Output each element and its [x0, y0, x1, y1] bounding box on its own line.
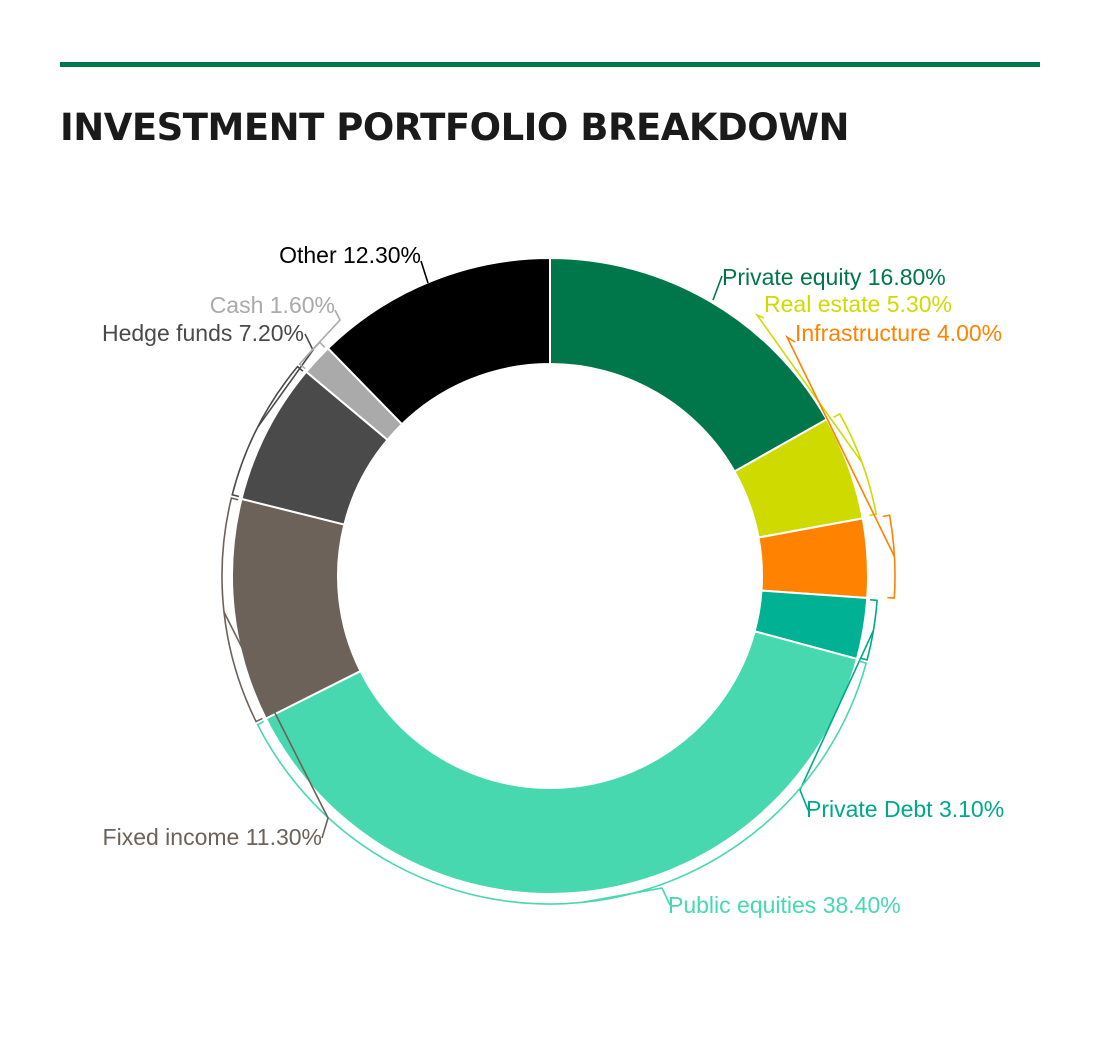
leader-infrastructure: [785, 334, 896, 557]
label-fixed-income: Fixed income 11.30%: [103, 824, 322, 850]
leader-fixed-income: [223, 611, 329, 839]
label-private-equity: Private equity 16.80%: [722, 264, 946, 290]
label-cash: Cash 1.60%: [210, 292, 335, 318]
label-real-estate: Real estate 5.30%: [764, 291, 952, 317]
label-public-equities: Public equities 38.40%: [668, 892, 901, 918]
label-hedge-funds: Hedge funds 7.20%: [102, 320, 304, 346]
slice-public-equities: [264, 630, 859, 895]
leader-public-equities: [582, 887, 671, 906]
leader-cash: [308, 309, 341, 354]
page-title: INVESTMENT PORTFOLIO BREAKDOWN: [60, 106, 849, 149]
brackets-layer: [221, 260, 896, 906]
leader-other: [420, 260, 429, 284]
top-rule: [60, 62, 1040, 67]
labels-layer: Private equity 16.80%Real estate 5.30% In…: [102, 242, 1004, 918]
slices-layer: [231, 256, 869, 895]
slice-other: [326, 256, 551, 426]
leader-private-equity: [712, 275, 723, 301]
label-private-debt: Private Debt 3.10%: [806, 796, 1004, 822]
leader-real-estate: [754, 313, 863, 464]
label-other: Other 12.30%: [279, 242, 421, 268]
bracket-infrastructure: [882, 514, 896, 599]
leader-private-debt: [799, 630, 875, 811]
label-infrastructure: Infrastructure 4.00%: [795, 320, 1002, 346]
